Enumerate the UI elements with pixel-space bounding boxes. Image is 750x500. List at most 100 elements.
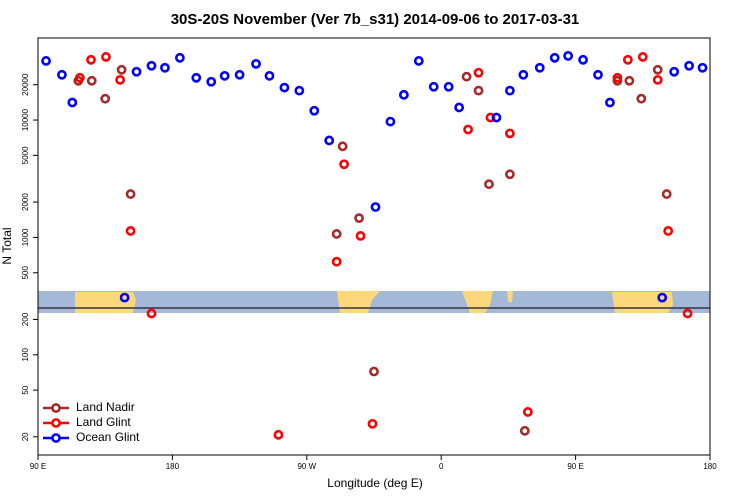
chart-title: 30S-20S November (Ver 7b_s31) 2014-09-06… — [171, 11, 580, 28]
point — [661, 189, 672, 199]
point — [41, 56, 51, 66]
point — [473, 85, 484, 96]
point — [115, 74, 126, 85]
point — [369, 366, 379, 377]
legend-marker — [51, 418, 61, 428]
point — [86, 75, 97, 86]
map-band — [38, 291, 710, 313]
point — [463, 124, 473, 135]
point — [331, 256, 342, 267]
y-tick-label: 1000 — [21, 228, 30, 246]
point — [522, 407, 533, 417]
point — [100, 93, 111, 104]
point — [294, 85, 305, 96]
point — [549, 52, 560, 63]
point — [491, 112, 502, 123]
point — [669, 66, 680, 77]
x-tick-label: 90 W — [297, 462, 316, 471]
point — [309, 105, 320, 116]
point — [273, 429, 284, 440]
point — [443, 81, 454, 92]
point — [74, 72, 85, 83]
x-tick-label: 90 E — [30, 462, 46, 471]
point — [146, 308, 157, 319]
y-tick-label: 5000 — [21, 146, 30, 164]
point — [624, 75, 635, 86]
point — [612, 72, 623, 83]
x-tick-label: 180 — [166, 462, 180, 471]
y-axis-label: N Total — [0, 227, 14, 264]
point — [119, 292, 130, 303]
point — [697, 62, 708, 73]
point — [473, 67, 484, 78]
land — [507, 291, 513, 302]
point — [67, 97, 78, 108]
x-tick-label: 0 — [439, 462, 444, 471]
point — [251, 58, 261, 69]
point — [518, 69, 529, 80]
point — [605, 97, 615, 108]
point — [125, 189, 136, 199]
point — [504, 128, 515, 139]
point — [398, 89, 409, 100]
legend-label: Land Glint — [76, 415, 131, 429]
point — [279, 82, 290, 93]
point — [428, 81, 439, 92]
y-tick-label: 50 — [21, 385, 30, 394]
point — [86, 54, 96, 65]
point — [652, 64, 663, 75]
y-tick-label: 200 — [21, 312, 30, 326]
point — [160, 62, 170, 73]
point — [622, 54, 633, 65]
point — [461, 71, 472, 82]
point — [355, 231, 366, 241]
point — [174, 52, 185, 63]
y-tick-label: 20000 — [21, 73, 30, 96]
point — [637, 52, 648, 62]
legend-label: Ocean Glint — [76, 430, 140, 444]
plot-frame — [37, 37, 711, 456]
y-tick-label: 500 — [21, 266, 30, 280]
legend-marker — [51, 403, 61, 413]
point — [519, 425, 530, 436]
point — [504, 169, 515, 180]
point — [652, 74, 663, 85]
point — [682, 308, 693, 319]
point — [354, 213, 364, 224]
point — [657, 292, 668, 303]
point — [563, 50, 574, 61]
point — [56, 69, 67, 80]
point — [385, 116, 396, 127]
point — [331, 229, 342, 239]
point — [219, 70, 230, 81]
point — [534, 62, 545, 73]
point — [131, 66, 142, 77]
point — [367, 418, 378, 429]
y-tick-label: 10000 — [21, 108, 30, 131]
point — [125, 226, 136, 236]
point — [116, 64, 127, 75]
point — [593, 69, 603, 80]
point — [234, 69, 245, 80]
point — [337, 141, 348, 152]
point — [146, 60, 157, 71]
point — [206, 76, 217, 87]
point — [324, 135, 335, 146]
y-tick-label: 2000 — [21, 193, 30, 211]
point — [636, 93, 647, 104]
legend-label: Land Nadir — [76, 400, 135, 414]
x-tick-label: 90 E — [567, 462, 583, 471]
point — [578, 54, 588, 65]
x-axis-label: Longitude (deg E) — [327, 476, 422, 490]
point — [504, 85, 515, 96]
point — [484, 179, 494, 190]
point — [454, 102, 465, 113]
y-tick-label: 20 — [21, 432, 30, 441]
x-tick-label: 180 — [703, 462, 717, 471]
point — [339, 159, 350, 170]
y-tick-label: 100 — [21, 348, 30, 362]
point — [684, 60, 694, 71]
point — [663, 226, 674, 236]
point — [101, 52, 111, 62]
